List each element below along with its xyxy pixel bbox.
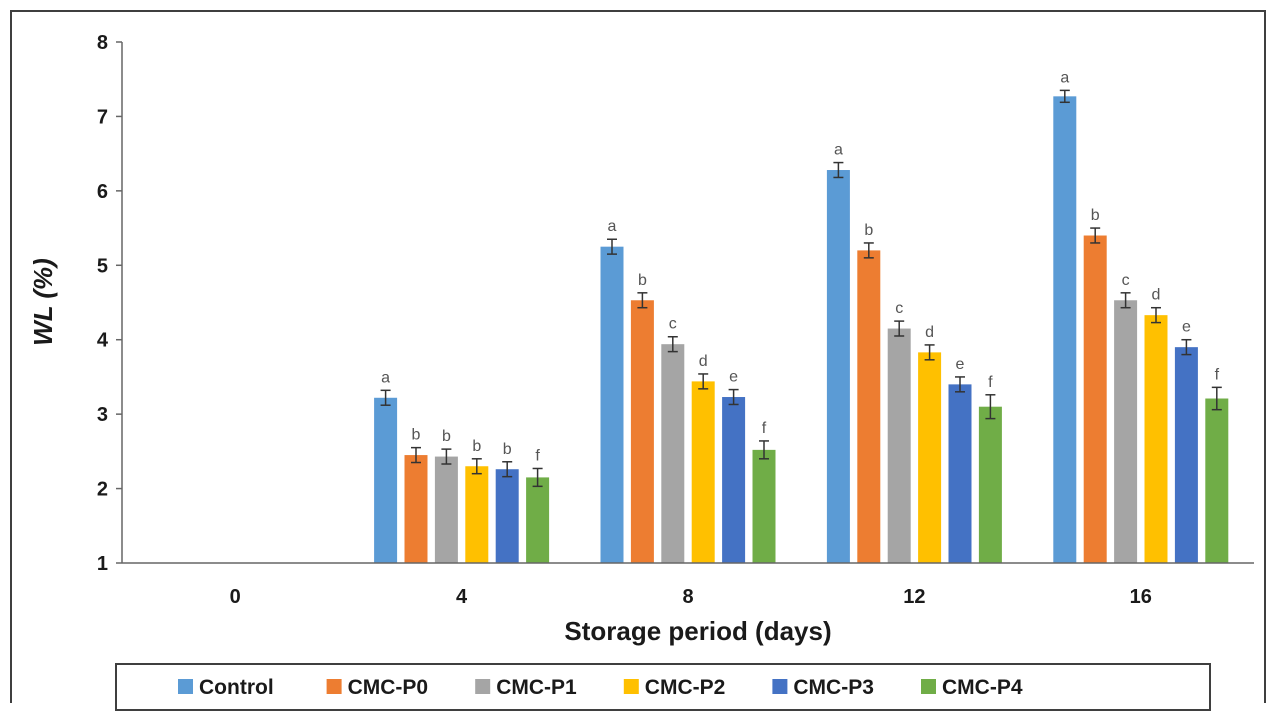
bar: [600, 246, 624, 563]
bar: [465, 466, 489, 563]
significance-letters: a a a a b b b b b c c c b d d d b e e e f f f f: [381, 69, 1219, 464]
legend-label: CMC-P3: [793, 676, 874, 699]
bar: [1114, 300, 1138, 563]
significance-label: d: [925, 324, 934, 341]
significance-label: a: [381, 369, 390, 386]
bar: [857, 250, 881, 563]
bar: [752, 449, 776, 563]
bar: [948, 384, 972, 563]
x-tick-label: 0: [230, 586, 241, 608]
y-tick-label: 4: [97, 330, 109, 352]
legend-label: CMC-P2: [645, 676, 726, 699]
bar: [887, 328, 911, 563]
legend-swatch: [772, 679, 788, 694]
bar: [691, 381, 715, 563]
x-axis-ticks: 0 4 8 12 16: [230, 586, 1152, 608]
significance-label: a: [1060, 69, 1069, 86]
legend: Control CMC-P0 CMC-P1 CMC-P2 CMC-P3 CMC-P4: [115, 663, 1211, 711]
significance-label: b: [503, 441, 512, 458]
bar: [374, 397, 398, 563]
significance-label: b: [864, 222, 873, 239]
legend-label: CMC-P0: [348, 676, 429, 699]
legend-swatch: [178, 679, 193, 694]
significance-label: e: [956, 356, 965, 373]
significance-label: b: [442, 428, 451, 445]
bar: [978, 406, 1002, 563]
bar: [526, 477, 550, 563]
legend-swatch: [475, 679, 491, 694]
significance-label: a: [834, 142, 843, 159]
bar: [1053, 96, 1077, 563]
y-tick-label: 2: [97, 479, 108, 501]
bar: [918, 352, 942, 563]
bar: [826, 170, 850, 563]
x-tick-label: 16: [1130, 586, 1152, 608]
significance-label: c: [1122, 272, 1130, 289]
bar: [1144, 315, 1168, 563]
significance-label: b: [638, 272, 647, 289]
bar: [404, 455, 428, 563]
bar: [1174, 347, 1198, 563]
significance-label: b: [1091, 207, 1100, 224]
significance-label: b: [412, 427, 421, 444]
y-axis-ticks: 1 2 3 4 5 6 7 8: [97, 32, 122, 575]
y-tick-label: 1: [97, 553, 108, 575]
legend-swatch: [623, 679, 639, 694]
legend-label: Control: [199, 676, 274, 699]
legend-label: CMC-P1: [496, 676, 577, 699]
chart-frame: [10, 10, 1266, 703]
y-tick-label: 3: [97, 404, 108, 426]
bar: [1083, 235, 1107, 563]
bar: [661, 344, 685, 563]
legend-swatch: [326, 679, 342, 694]
x-axis-title: Storage period (days): [564, 616, 831, 646]
bar: [1205, 398, 1229, 563]
significance-label: d: [1152, 287, 1161, 304]
bars: [374, 89, 1229, 563]
bar: [722, 397, 746, 563]
bar: [630, 300, 654, 563]
significance-label: d: [699, 353, 708, 370]
y-tick-label: 7: [97, 106, 108, 128]
bar: [495, 469, 519, 563]
y-axis-title: WL (%): [28, 258, 58, 346]
x-tick-label: 8: [682, 586, 693, 608]
significance-label: f: [988, 374, 993, 391]
x-tick-label: 4: [456, 586, 468, 608]
significance-label: e: [729, 369, 738, 386]
significance-label: a: [608, 218, 617, 235]
significance-label: c: [895, 300, 903, 317]
significance-label: c: [669, 316, 677, 333]
y-tick-label: 6: [97, 181, 108, 203]
legend-swatch: [921, 679, 936, 694]
legend-box: [115, 663, 1211, 711]
x-tick-label: 12: [903, 586, 925, 608]
significance-label: f: [535, 447, 540, 464]
significance-label: e: [1182, 319, 1191, 336]
bar: [434, 456, 458, 563]
significance-label: f: [762, 420, 767, 437]
significance-label: b: [472, 438, 481, 455]
y-tick-label: 8: [97, 32, 108, 54]
significance-label: f: [1215, 366, 1220, 383]
legend-label: CMC-P4: [942, 676, 1023, 699]
y-tick-label: 5: [97, 255, 108, 277]
